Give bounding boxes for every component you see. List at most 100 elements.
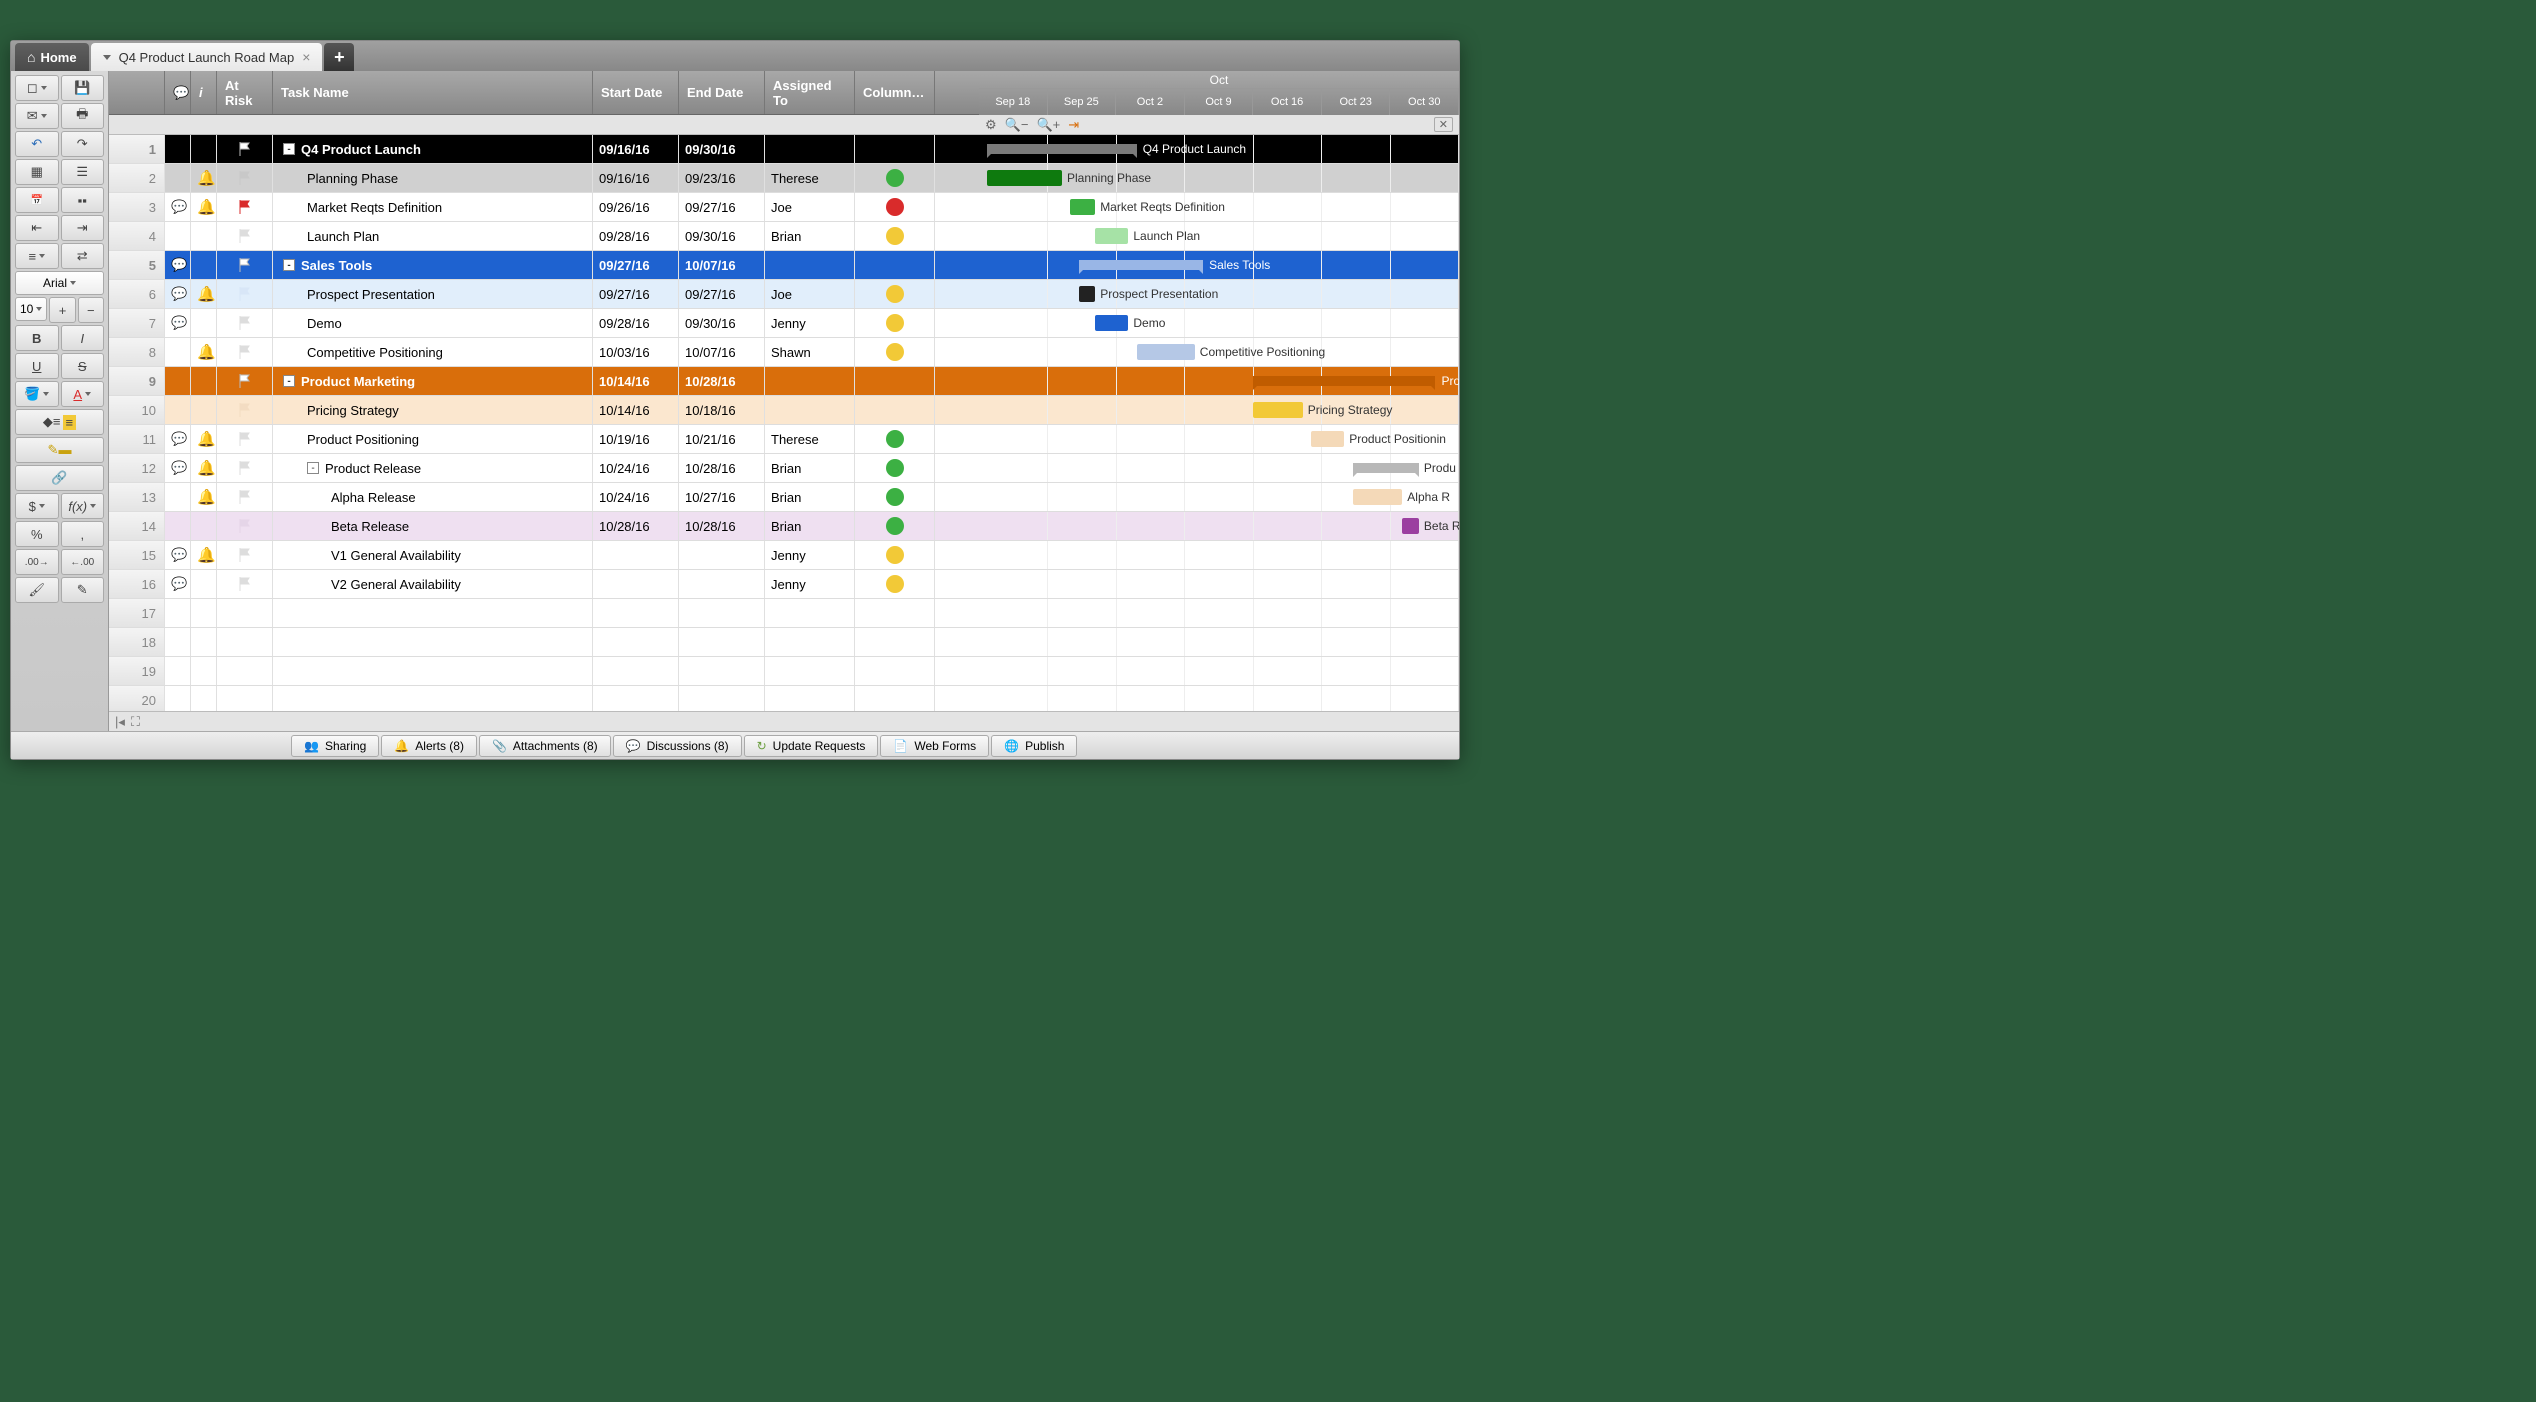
cell-task[interactable]: V2 General Availability: [273, 570, 593, 598]
cell-task[interactable]: -Product Release: [273, 454, 593, 482]
cell-risk[interactable]: [217, 396, 273, 424]
expand-toggle[interactable]: -: [283, 259, 295, 271]
cell-status[interactable]: [855, 512, 935, 540]
timeline-close-icon[interactable]: ✕: [1434, 117, 1453, 132]
percent-button[interactable]: %: [15, 521, 59, 547]
home-tab[interactable]: ⌂ Home: [15, 43, 89, 71]
cell-assigned[interactable]: Joe: [765, 193, 855, 221]
cell-reminder[interactable]: 🔔: [191, 164, 217, 192]
cell-task[interactable]: [273, 599, 593, 627]
cell-assigned[interactable]: [765, 367, 855, 395]
cell-risk[interactable]: [217, 570, 273, 598]
cell-comment[interactable]: [165, 164, 191, 192]
cell-reminder[interactable]: [191, 628, 217, 656]
cell-assigned[interactable]: Jenny: [765, 309, 855, 337]
cell-risk[interactable]: [217, 483, 273, 511]
cell-comment[interactable]: 💬: [165, 570, 191, 598]
cell-assigned[interactable]: Shawn: [765, 338, 855, 366]
cell-risk[interactable]: [217, 512, 273, 540]
gantt-bar[interactable]: Q4 Product Launch: [987, 135, 1136, 163]
underline-button[interactable]: U: [15, 353, 59, 379]
cell-comment[interactable]: [165, 657, 191, 685]
cell-end[interactable]: [679, 686, 765, 711]
cell-status[interactable]: [855, 164, 935, 192]
table-row[interactable]: 20: [109, 686, 1459, 711]
cell-start[interactable]: 09/28/16: [593, 309, 679, 337]
cell-comment[interactable]: 💬: [165, 541, 191, 569]
cell-reminder[interactable]: [191, 367, 217, 395]
cell-assigned[interactable]: [765, 657, 855, 685]
cell-risk[interactable]: [217, 309, 273, 337]
cell-end[interactable]: 10/21/16: [679, 425, 765, 453]
table-row[interactable]: 3💬🔔Market Reqts Definition09/26/1609/27/…: [109, 193, 1459, 222]
row-number[interactable]: 8: [109, 338, 165, 366]
cell-comment[interactable]: [165, 396, 191, 424]
gantt-bar[interactable]: Alpha R: [1353, 483, 1403, 511]
row-number[interactable]: 3: [109, 193, 165, 221]
cell-status[interactable]: [855, 251, 935, 279]
cell-reminder[interactable]: [191, 512, 217, 540]
cell-comment[interactable]: [165, 222, 191, 250]
row-number[interactable]: 17: [109, 599, 165, 627]
expand-toggle[interactable]: -: [307, 462, 319, 474]
row-number[interactable]: 2: [109, 164, 165, 192]
cell-task[interactable]: Beta Release: [273, 512, 593, 540]
calendar-view-button[interactable]: 📅: [15, 187, 59, 213]
cell-end[interactable]: 09/30/16: [679, 135, 765, 163]
cell-end[interactable]: 09/27/16: [679, 193, 765, 221]
cell-reminder[interactable]: [191, 309, 217, 337]
cell-status[interactable]: [855, 396, 935, 424]
col-comment[interactable]: 💬: [165, 71, 191, 114]
highlight-button[interactable]: ✎▬: [15, 437, 104, 463]
card-view-button[interactable]: ▪▪: [61, 187, 105, 213]
cell-end[interactable]: [679, 599, 765, 627]
table-row[interactable]: 10Pricing Strategy10/14/1610/18/16Pricin…: [109, 396, 1459, 425]
italic-button[interactable]: I: [61, 325, 105, 351]
row-number[interactable]: 1: [109, 135, 165, 163]
col-info[interactable]: i: [191, 71, 217, 114]
cell-assigned[interactable]: Brian: [765, 454, 855, 482]
cell-comment[interactable]: 💬: [165, 309, 191, 337]
cell-task[interactable]: Pricing Strategy: [273, 396, 593, 424]
cell-status[interactable]: [855, 222, 935, 250]
cell-comment[interactable]: [165, 686, 191, 711]
row-number[interactable]: 12: [109, 454, 165, 482]
format-painter-button[interactable]: 🖌: [15, 577, 59, 603]
cell-task[interactable]: V1 General Availability: [273, 541, 593, 569]
cell-task[interactable]: Competitive Positioning: [273, 338, 593, 366]
align-button[interactable]: ≡: [15, 243, 59, 269]
cell-assigned[interactable]: Brian: [765, 222, 855, 250]
cell-start[interactable]: 10/28/16: [593, 512, 679, 540]
cell-status[interactable]: [855, 628, 935, 656]
sheet-tab[interactable]: Q4 Product Launch Road Map ×: [91, 43, 323, 71]
row-number[interactable]: 15: [109, 541, 165, 569]
timeline-week[interactable]: Oct 30: [1390, 89, 1459, 115]
table-row[interactable]: 9-Product Marketing10/14/1610/28/16Produ: [109, 367, 1459, 396]
cell-end[interactable]: 09/30/16: [679, 222, 765, 250]
cell-comment[interactable]: 💬: [165, 425, 191, 453]
cell-end[interactable]: 10/07/16: [679, 338, 765, 366]
cell-status[interactable]: [855, 135, 935, 163]
conditional-format-button[interactable]: ◆≡≡: [15, 409, 104, 435]
cell-status[interactable]: [855, 599, 935, 627]
cell-assigned[interactable]: [765, 599, 855, 627]
footer-tab[interactable]: 🌐Publish: [991, 735, 1077, 757]
timeline-week[interactable]: Oct 2: [1116, 89, 1185, 115]
cell-task[interactable]: Demo: [273, 309, 593, 337]
row-number[interactable]: 4: [109, 222, 165, 250]
footer-tab[interactable]: 📎Attachments (8): [479, 735, 611, 757]
cell-comment[interactable]: 💬: [165, 454, 191, 482]
save-button[interactable]: 💾: [61, 75, 105, 101]
cell-start[interactable]: 09/16/16: [593, 135, 679, 163]
indent-button[interactable]: ⇥: [61, 215, 105, 241]
table-row[interactable]: 17: [109, 599, 1459, 628]
timeline-week[interactable]: Oct 23: [1322, 89, 1391, 115]
cell-start[interactable]: 09/28/16: [593, 222, 679, 250]
table-row[interactable]: 16💬V2 General AvailabilityJenny: [109, 570, 1459, 599]
cell-comment[interactable]: [165, 338, 191, 366]
footer-tab[interactable]: 🔔Alerts (8): [381, 735, 477, 757]
cell-end[interactable]: 09/27/16: [679, 280, 765, 308]
cell-assigned[interactable]: [765, 251, 855, 279]
cell-status[interactable]: [855, 338, 935, 366]
table-row[interactable]: 6💬🔔Prospect Presentation09/27/1609/27/16…: [109, 280, 1459, 309]
